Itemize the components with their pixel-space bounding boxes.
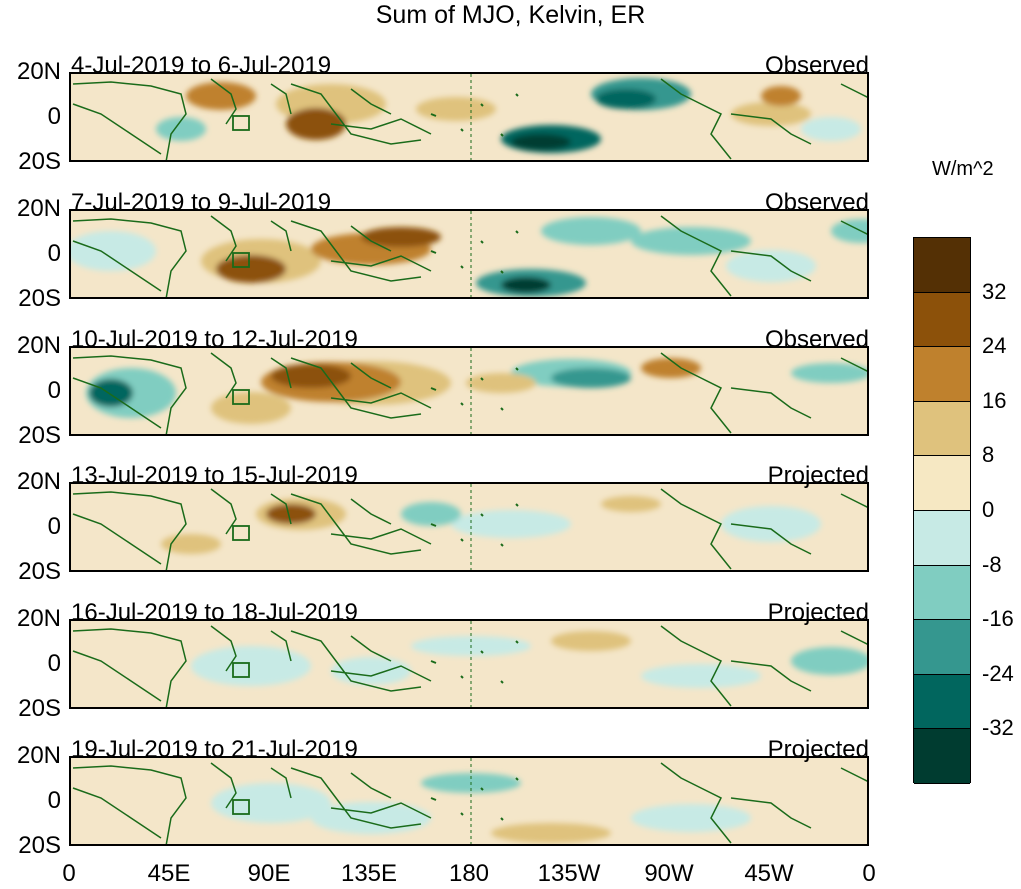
colorbar-units: W/m^2 xyxy=(932,158,994,180)
panel-period: 16-Jul-2019 to 18-Jul-2019 xyxy=(71,599,358,626)
lat-label: 0 xyxy=(47,513,61,540)
chart-title: Sum of MJO, Kelvin, ER xyxy=(375,1,646,29)
colorbar-swatch xyxy=(914,511,970,566)
lat-label: 0 xyxy=(47,103,61,130)
panel-status: Projected xyxy=(767,599,869,626)
map-panel: 4-Jul-2019 to 6-Jul-2019 Observed 20N 0 20S xyxy=(17,54,869,174)
colorbar-swatch xyxy=(914,401,970,457)
lon-label-135w: 135W xyxy=(537,860,601,887)
olr-anomaly-map xyxy=(69,209,869,299)
colorbar xyxy=(913,237,971,784)
lon-label-0-end: 0 xyxy=(862,860,876,887)
lat-label: 20N xyxy=(16,58,61,85)
map-panel: 13-Jul-2019 to 15-Jul-2019 Projected 20N 0 2… xyxy=(17,464,869,584)
panel-status: Projected xyxy=(767,736,869,763)
colorbar-swatch xyxy=(914,729,970,784)
lat-label: 20S xyxy=(18,695,61,722)
map-panel: 10-Jul-2019 to 12-Jul-2019 Observed 20N 0 20… xyxy=(17,328,869,448)
panel-status: Observed xyxy=(764,52,869,79)
olr-anomaly-map xyxy=(69,482,869,572)
panel-status: Observed xyxy=(764,189,869,216)
colorbar-swatch xyxy=(914,292,970,348)
colorbar-swatch xyxy=(914,347,970,402)
colorbar-swatch xyxy=(914,620,970,675)
olr-anomaly-map xyxy=(69,756,869,846)
panel-status: Observed xyxy=(764,326,869,353)
lat-label: 20N xyxy=(16,468,61,495)
lon-label-0: 0 xyxy=(62,860,76,887)
colorbar-swatch xyxy=(914,456,970,511)
lat-label: 20N xyxy=(16,195,61,222)
lon-label-135e: 135E xyxy=(340,860,398,887)
colorbar-label: -8 xyxy=(982,551,1002,577)
colorbar-label: 0 xyxy=(982,497,995,522)
colorbar-label: -32 xyxy=(982,715,1014,741)
lat-label: 20S xyxy=(18,422,61,449)
colorbar-swatch xyxy=(914,238,970,293)
map-panel: 16-Jul-2019 to 18-Jul-2019 Projected 20N 0 2… xyxy=(17,601,869,721)
lat-label: 20S xyxy=(18,832,61,859)
lon-label-90w: 90W xyxy=(644,860,694,887)
panel-period: 19-Jul-2019 to 21-Jul-2019 xyxy=(71,736,358,763)
colorbar-swatch xyxy=(914,674,970,730)
olr-anomaly-map xyxy=(69,72,869,162)
colorbar-label: 16 xyxy=(982,387,1007,413)
olr-anomaly-map xyxy=(69,346,869,436)
lat-label: 0 xyxy=(47,377,61,404)
lon-label-45w: 45W xyxy=(744,860,794,887)
panel-period: 4-Jul-2019 to 6-Jul-2019 xyxy=(71,52,332,79)
colorbar-label: -16 xyxy=(982,606,1014,632)
lat-label: 0 xyxy=(47,650,61,677)
colorbar-label: 8 xyxy=(982,442,995,468)
panel-period: 10-Jul-2019 to 12-Jul-2019 xyxy=(71,326,358,353)
lat-label: 20S xyxy=(18,285,61,312)
lon-label-180: 180 xyxy=(448,860,490,887)
panel-period: 13-Jul-2019 to 15-Jul-2019 xyxy=(71,462,358,489)
lat-label: 20N xyxy=(16,332,61,359)
lon-label-90e: 90E xyxy=(247,860,291,887)
lat-label: 20N xyxy=(16,742,61,769)
colorbar-label: 32 xyxy=(982,278,1007,304)
lat-label: 20S xyxy=(18,148,61,175)
panel-status: Projected xyxy=(767,462,869,489)
lat-label: 0 xyxy=(47,240,61,267)
lat-label: 20S xyxy=(18,558,61,585)
colorbar-label: -24 xyxy=(982,660,1014,686)
lon-label-45e: 45E xyxy=(147,860,191,887)
panel-period: 7-Jul-2019 to 9-Jul-2019 xyxy=(71,189,332,216)
lat-label: 0 xyxy=(47,787,61,814)
map-panel: 7-Jul-2019 to 9-Jul-2019 Observed 20N 0 20S xyxy=(17,191,869,311)
colorbar-label: 24 xyxy=(982,333,1007,359)
map-panel: 19-Jul-2019 to 21-Jul-2019 Projected 20N 0 2… xyxy=(17,738,869,858)
lat-label: 20N xyxy=(16,605,61,632)
olr-anomaly-map xyxy=(69,619,869,709)
colorbar-swatch xyxy=(914,565,970,621)
